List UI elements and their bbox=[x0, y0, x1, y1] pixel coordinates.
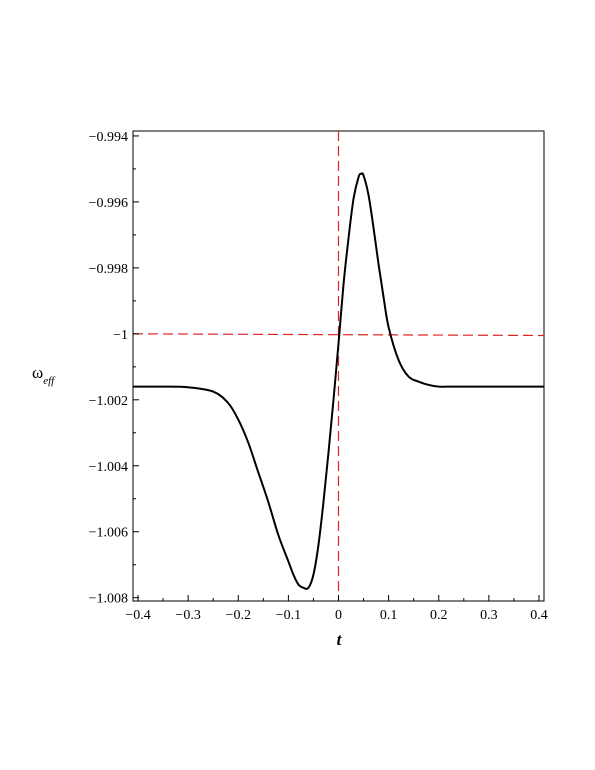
x-tick-label: 0.3 bbox=[480, 608, 498, 623]
y-tick-label: −1.006 bbox=[89, 526, 128, 541]
y-axis-label-sub: eff bbox=[43, 375, 56, 387]
y-tick-label: −1.004 bbox=[89, 460, 128, 475]
x-tick-label: −0.3 bbox=[175, 608, 200, 623]
x-tick-label: 0.4 bbox=[530, 608, 548, 623]
y-tick-label: −1 bbox=[113, 328, 128, 343]
y-tick-label: −1.008 bbox=[89, 592, 128, 607]
y-tick-label: −0.994 bbox=[89, 130, 128, 145]
x-tick-label: 0.1 bbox=[380, 608, 398, 623]
x-tick-label: −0.4 bbox=[125, 608, 150, 623]
reference-lines bbox=[132, 131, 545, 601]
x-tick-label: −0.2 bbox=[226, 608, 251, 623]
x-tick-label: −0.1 bbox=[276, 608, 301, 623]
reference-line-horizontal bbox=[132, 333, 545, 337]
series-line bbox=[132, 172, 544, 590]
y-axis-label-main: ω bbox=[32, 363, 43, 382]
x-axis-ticks: −0.4 −0.3 −0.2 −0.1 0 0.1 0.2 0.3 0.4 bbox=[125, 595, 548, 623]
axis-labels: ωeff t bbox=[32, 363, 343, 649]
x-tick-label: 0.2 bbox=[430, 608, 448, 623]
y-tick-label: −0.996 bbox=[89, 196, 128, 211]
y-tick-label: −1.002 bbox=[89, 394, 128, 409]
x-axis-label: t bbox=[337, 630, 343, 649]
y-axis-ticks: −0.994 −0.996 −0.998 −1 −1.002 −1.004 −1.006 −1… bbox=[89, 130, 139, 607]
y-tick-label: −0.998 bbox=[89, 262, 128, 277]
x-tick-label: 0 bbox=[335, 608, 342, 623]
y-axis-label: ωeff bbox=[32, 363, 56, 387]
